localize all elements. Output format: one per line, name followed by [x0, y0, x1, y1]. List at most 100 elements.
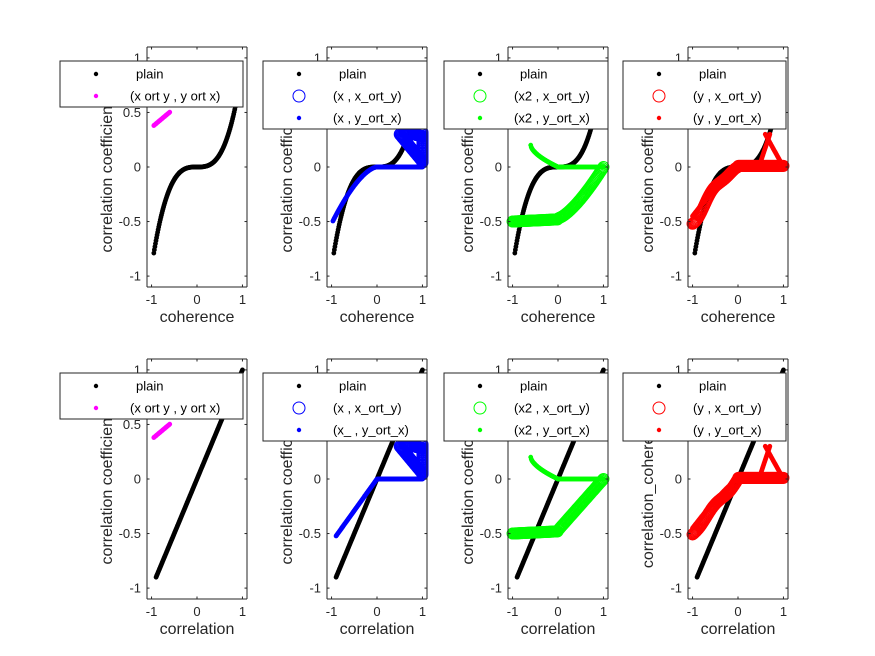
legend-entry-label: (x2 , y_ort_x) [514, 111, 590, 126]
series-2 [330, 164, 425, 224]
legend-box [262, 60, 428, 130]
y-tick-label: -0.5 [299, 214, 321, 229]
y-tick-label: 0 [495, 472, 502, 487]
legend-entry-label: (y , y_ort_x) [693, 111, 762, 126]
legend: plain (x ort y , y ort x) [59, 372, 244, 420]
x-axis-label: correlation [521, 621, 596, 638]
y-tick-label: 0 [134, 472, 141, 487]
y-tick-label: 1 [314, 362, 321, 377]
legend-entry-label: (y , x_ort_y) [693, 89, 762, 104]
y-tick-label: -1 [309, 269, 321, 284]
x-tick-label: -1 [507, 604, 519, 619]
subplot-bottom-4: -1-0.500.51-101correlationcorrelation_co… [622, 358, 790, 638]
y-tick-label: 1 [134, 362, 141, 377]
legend-entry-label: plain [699, 379, 726, 394]
y-tick-label: 0 [495, 160, 502, 175]
series-2 [528, 142, 606, 170]
y-tick-label: 0 [134, 160, 141, 175]
legend-entry-label: (y , y_ort_x) [693, 423, 762, 438]
x-tick-label: 1 [780, 604, 787, 619]
x-tick-label: -1 [326, 292, 338, 307]
legend-entry-label: (x ort y , y ort x) [130, 401, 220, 416]
y-tick-label: -0.5 [480, 214, 502, 229]
legend-entry-label: (x , x_ort_y) [333, 89, 402, 104]
y-tick-label: 0 [675, 472, 682, 487]
legend-marker [652, 401, 666, 415]
legend-box [59, 60, 244, 108]
data-point [781, 367, 786, 373]
legend-box [59, 372, 244, 420]
x-axis-label: correlation [701, 621, 776, 638]
y-axis-label: correlation coefficient [99, 101, 116, 252]
data-point [601, 367, 606, 373]
x-tick-label: 1 [419, 292, 426, 307]
legend: plain (x , x_ort_y) (x_ , y_ort_x) [262, 372, 428, 442]
data-point [762, 476, 768, 482]
data-point [420, 476, 425, 482]
y-axis-label: correlation coefficient [279, 101, 296, 252]
x-tick-label: 0 [193, 292, 200, 307]
legend-entry-label: plain [339, 67, 366, 82]
data-point [781, 164, 786, 170]
legend-entry-label: (x2 , y_ort_x) [514, 423, 590, 438]
legend-marker [477, 71, 483, 77]
x-tick-label: 1 [419, 604, 426, 619]
data-point [595, 475, 608, 488]
x-axis-label: correlation [340, 621, 415, 638]
y-tick-label: 0 [314, 472, 321, 487]
legend-entry-label: (x , y_ort_x) [333, 111, 402, 126]
legend-box [443, 372, 609, 442]
legend: plain (x ort y , y ort x) [59, 60, 244, 108]
legend-box [262, 372, 428, 442]
legend-marker [93, 71, 99, 77]
legend-entry-label: plain [520, 379, 547, 394]
x-tick-label: -1 [687, 604, 699, 619]
x-tick-label: 0 [734, 604, 741, 619]
y-tick-label: -1 [670, 581, 682, 596]
y-tick-label: 1 [495, 362, 502, 377]
y-tick-label: -1 [490, 581, 502, 596]
series-1 [506, 161, 610, 228]
series-2 [690, 443, 786, 531]
legend-marker [296, 71, 302, 77]
legend-marker [652, 89, 666, 103]
x-axis-label: correlation [160, 621, 235, 638]
x-tick-label: -1 [687, 292, 699, 307]
legend-entry-label: plain [520, 67, 547, 82]
data-point [167, 421, 173, 427]
y-axis-label: correlation_coherence [640, 410, 657, 568]
legend-entry-label: plain [136, 379, 163, 394]
legend-marker [656, 427, 662, 433]
legend-marker [296, 115, 302, 121]
x-tick-label: -1 [146, 292, 158, 307]
y-tick-label: 1 [495, 50, 502, 65]
data-point [167, 109, 173, 115]
legend-marker [477, 383, 483, 389]
x-tick-label: 0 [373, 604, 380, 619]
legend-entry-label: (x2 , x_ort_y) [514, 89, 590, 104]
legend-marker [292, 89, 306, 103]
x-tick-label: 1 [239, 604, 246, 619]
y-tick-label: -1 [670, 269, 682, 284]
legend-entry-label: (x , x_ort_y) [333, 401, 402, 416]
legend-entry-label: (x ort y , y ort x) [130, 89, 220, 104]
y-tick-label: -0.5 [119, 526, 141, 541]
data-point [240, 367, 245, 373]
legend-marker [656, 383, 662, 389]
y-axis-label: correlation coefficient [460, 413, 477, 564]
series-1 [151, 421, 173, 440]
data-point [777, 159, 790, 172]
y-tick-label: 1 [314, 50, 321, 65]
x-tick-label: -1 [507, 292, 519, 307]
legend-marker [473, 401, 487, 415]
y-tick-label: -1 [129, 269, 141, 284]
y-tick-label: 0.5 [123, 417, 141, 432]
data-point [601, 164, 606, 170]
legend-entry-label: plain [339, 379, 366, 394]
